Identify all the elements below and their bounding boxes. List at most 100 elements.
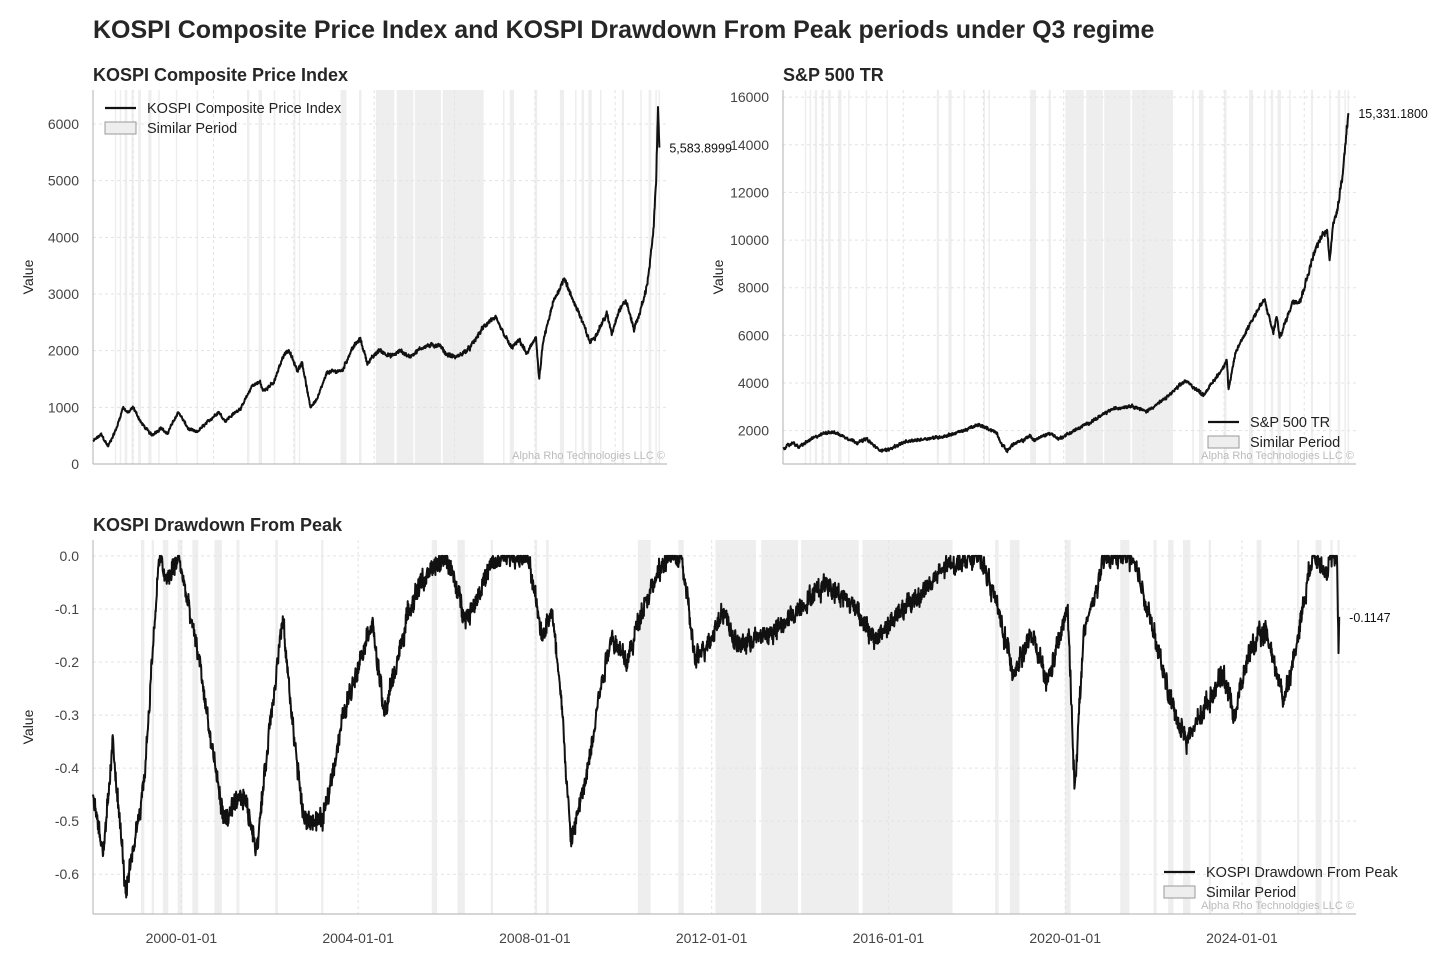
- similar-period-band: [1315, 540, 1322, 914]
- y-tick-label: 0.0: [60, 548, 80, 564]
- similar-period-band: [1224, 90, 1227, 464]
- similar-period-band: [162, 540, 169, 914]
- similar-period-band: [359, 90, 362, 464]
- similar-period-band: [848, 90, 850, 464]
- y-axis-label: Value: [710, 259, 726, 294]
- similar-period-band: [151, 540, 155, 914]
- similar-period-band: [1086, 90, 1103, 464]
- similar-period-band: [1168, 540, 1174, 914]
- similar-period-band: [431, 540, 438, 914]
- similar-period-band: [1249, 90, 1254, 464]
- similar-period-band: [1329, 90, 1331, 464]
- similar-period-band: [658, 90, 661, 464]
- similar-period-band: [246, 90, 250, 464]
- similar-period-band: [196, 90, 199, 464]
- drawdown-similar-periods: [140, 540, 1340, 914]
- similar-period-band: [131, 90, 134, 464]
- similar-period-band: [258, 90, 262, 464]
- y-axis-label: Value: [20, 709, 36, 744]
- y-tick-label: -0.5: [55, 813, 79, 829]
- similar-period-band: [1337, 540, 1340, 914]
- similar-period-band: [1182, 540, 1191, 914]
- similar-period-band: [809, 90, 812, 464]
- legend-shade-swatch: [1163, 885, 1196, 899]
- similar-period-band: [340, 90, 347, 464]
- similar-period-band: [1208, 540, 1211, 914]
- similar-period-band: [236, 540, 240, 914]
- legend-shade-swatch: [104, 121, 137, 135]
- panel-title: KOSPI Composite Price Index: [93, 65, 348, 85]
- similar-period-band: [375, 90, 395, 464]
- kospi-panel: 0 1000 2000 3000 4000 5000 6000 KOSPI Composite…: [20, 65, 732, 472]
- similar-period-band: [490, 540, 494, 914]
- similar-period-band: [948, 90, 952, 464]
- y-tick-label: 3000: [48, 286, 79, 302]
- y-tick-label: 12000: [730, 184, 769, 200]
- sp500-panel: 2000 4000 6000 8000 10000 12000 14000 16000 S&P …: [710, 65, 1428, 465]
- similar-period-band: [963, 90, 965, 464]
- similar-period-band: [1065, 540, 1071, 914]
- similar-period-band: [588, 90, 592, 464]
- watermark: Alpha Rho Technologies LLC ©: [512, 450, 665, 462]
- x-tick-label: 2008-01-01: [499, 930, 571, 946]
- legend-series-label: KOSPI Composite Price Index: [147, 101, 342, 117]
- similar-period-band: [1289, 90, 1291, 464]
- similar-period-band: [581, 90, 585, 464]
- similar-period-band: [1132, 90, 1173, 464]
- similar-period-band: [1297, 540, 1300, 914]
- legend-series-label: KOSPI Drawdown From Peak: [1206, 865, 1399, 881]
- similar-period-band: [119, 90, 122, 464]
- similar-period-band: [298, 90, 301, 464]
- similar-period-band: [988, 90, 990, 464]
- similar-period-band: [1344, 90, 1346, 464]
- kospi-series-line: [92, 106, 661, 448]
- similar-period-band: [1065, 90, 1084, 464]
- similar-period-band: [396, 90, 414, 464]
- similar-period-band: [192, 540, 199, 914]
- similar-period-band: [838, 90, 842, 464]
- y-tick-label: 5000: [48, 173, 79, 189]
- legend-series-label: S&P 500 TR: [1250, 415, 1330, 431]
- similar-period-band: [175, 90, 178, 464]
- panel-title: S&P 500 TR: [783, 65, 884, 85]
- similar-period-band: [1048, 90, 1051, 464]
- y-tick-label: 6000: [738, 327, 769, 343]
- similar-period-band: [1120, 540, 1130, 914]
- similar-period-band: [804, 90, 807, 464]
- y-tick-label: 2000: [738, 423, 769, 439]
- similar-period-band: [545, 540, 549, 914]
- similar-period-band: [575, 90, 577, 464]
- similar-period-band: [1277, 90, 1281, 464]
- y-tick-label: -0.6: [55, 866, 79, 882]
- y-tick-label: 4000: [738, 375, 769, 391]
- similar-period-band: [886, 90, 888, 464]
- x-tick-label: 2016-01-01: [853, 930, 925, 946]
- y-tick-label: -0.2: [55, 654, 79, 670]
- end-value-label: 5,583.8999: [669, 142, 732, 156]
- legend-similar-label: Similar Period: [1206, 885, 1296, 901]
- similar-period-band: [1192, 90, 1194, 464]
- similar-period-band: [648, 90, 652, 464]
- y-tick-label: -0.3: [55, 707, 79, 723]
- similar-period-band: [1264, 90, 1266, 464]
- similar-period-band: [138, 90, 141, 464]
- similar-period-band: [158, 90, 160, 464]
- y-tick-label: -0.4: [55, 760, 79, 776]
- y-tick-label: 6000: [48, 116, 79, 132]
- legend-shade-swatch: [1207, 435, 1240, 449]
- similar-period-band: [1337, 90, 1341, 464]
- similar-period-band: [502, 90, 505, 464]
- similar-period-band: [1270, 90, 1274, 464]
- similar-period-band: [140, 540, 145, 914]
- x-tick-label: 2004-01-01: [322, 930, 394, 946]
- similar-period-band: [1198, 90, 1204, 464]
- similar-period-band: [621, 90, 625, 464]
- figure-title: KOSPI Composite Price Index and KOSPI Dr…: [93, 16, 1155, 44]
- similar-period-band: [275, 540, 278, 914]
- x-tick-label: 2020-01-01: [1029, 930, 1101, 946]
- similar-period-band: [148, 90, 152, 464]
- watermark: Alpha Rho Technologies LLC ©: [1201, 900, 1354, 912]
- similar-period-band: [414, 90, 442, 464]
- similar-period-band: [442, 90, 484, 464]
